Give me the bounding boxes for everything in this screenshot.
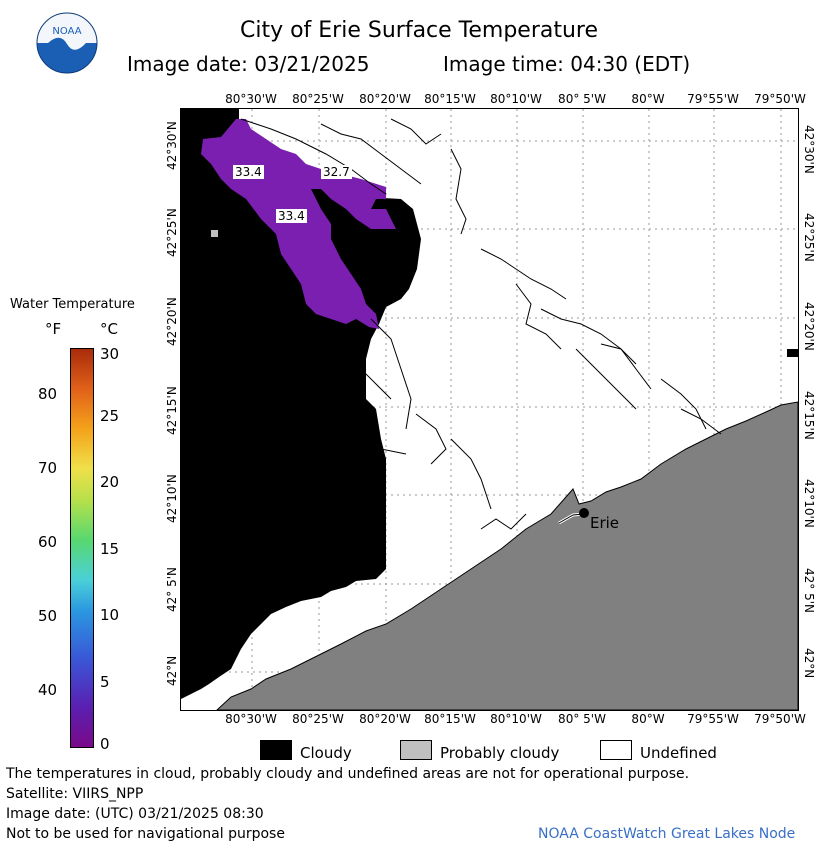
cloud-speck <box>787 349 798 357</box>
f-label: 80 <box>38 385 58 403</box>
lat-tick-left: 42°20'N <box>165 297 179 346</box>
lon-tick-top: 79°50'W <box>754 92 806 106</box>
lat-tick-right: 42°30'N <box>802 125 816 174</box>
lon-tick-top: 80°15'W <box>424 92 476 106</box>
cloud-area <box>181 109 421 699</box>
logo-text: NOAA <box>52 26 81 37</box>
probably-cloudy-label: Probably cloudy <box>440 744 560 762</box>
footer-disclaimer: Not to be used for navigational purpose <box>6 826 285 842</box>
lon-tick-top: 79°55'W <box>687 92 739 106</box>
lat-tick-right: 42°20'N <box>802 302 816 351</box>
lon-tick-bottom: 79°50'W <box>754 712 806 726</box>
lon-tick-bottom: 80°20'W <box>359 712 411 726</box>
f-label: 50 <box>38 607 58 625</box>
lat-tick-right: 42° 5'N <box>802 568 816 613</box>
lon-tick-top: 80°10'W <box>490 92 542 106</box>
probably-cloudy-swatch <box>400 740 432 760</box>
lon-tick-bottom: 80°15'W <box>424 712 476 726</box>
unit-f: °F <box>45 320 62 338</box>
c-label: 0 <box>100 735 110 753</box>
footer-image-date: Image date: (UTC) 03/21/2025 08:30 <box>6 806 264 822</box>
color-bar <box>70 348 94 748</box>
probably-cloudy-speck <box>211 230 218 237</box>
c-label: 10 <box>100 606 120 624</box>
lon-tick-bottom: 80°10'W <box>490 712 542 726</box>
f-label: 70 <box>38 459 58 477</box>
c-label: 25 <box>100 407 120 425</box>
lat-tick-right: 42°N <box>802 648 816 679</box>
lat-tick-left: 42°25'N <box>165 208 179 257</box>
legend-title: Water Temperature <box>10 297 135 312</box>
undefined-swatch <box>600 740 632 760</box>
lon-tick-bottom: 80°25'W <box>292 712 344 726</box>
cloudy-swatch <box>260 740 292 760</box>
lat-tick-right: 42°25'N <box>802 213 816 262</box>
contour-lines <box>240 118 722 530</box>
c-label: 20 <box>100 473 120 491</box>
image-time: Image time: 04:30 (EDT) <box>443 52 691 76</box>
lat-tick-left: 42°N <box>165 655 179 686</box>
lon-tick-bottom: 80°W <box>631 712 665 726</box>
lon-tick-bottom: 80° 5'W <box>558 712 606 726</box>
cloudy-label: Cloudy <box>300 744 352 762</box>
lat-tick-left: 42°30'N <box>165 121 179 170</box>
noaa-logo: NOAA <box>36 12 98 74</box>
lon-tick-top: 80°W <box>631 92 665 106</box>
lon-tick-bottom: 79°55'W <box>687 712 739 726</box>
city-label: Erie <box>590 514 620 532</box>
page-title: City of Erie Surface Temperature <box>239 18 599 43</box>
land-area <box>216 401 798 710</box>
temp-label: 33.4 <box>276 209 307 223</box>
temp-label: 33.4 <box>233 165 264 179</box>
image-date: Image date: 03/21/2025 <box>127 52 370 76</box>
lat-tick-right: 42°15'N <box>802 391 816 440</box>
map-area: 33.4 32.7 33.4 Erie <box>180 108 799 711</box>
footer-credit: NOAA CoastWatch Great Lakes Node <box>538 826 796 842</box>
lon-tick-top: 80°20'W <box>359 92 411 106</box>
footer-satellite: Satellite: VIIRS_NPP <box>6 786 144 802</box>
c-label: 5 <box>100 673 110 691</box>
f-label: 40 <box>38 681 58 699</box>
lat-tick-left: 42°15'N <box>165 386 179 435</box>
lon-tick-top: 80°30'W <box>225 92 277 106</box>
lon-tick-top: 80°25'W <box>292 92 344 106</box>
c-label: 15 <box>100 540 120 558</box>
erie-city-marker <box>579 508 589 518</box>
footer-note: The temperatures in cloud, probably clou… <box>6 766 690 782</box>
lon-tick-top: 80° 5'W <box>558 92 606 106</box>
unit-c: °C <box>100 320 118 338</box>
lon-tick-bottom: 80°30'W <box>225 712 277 726</box>
undefined-label: Undefined <box>640 744 717 762</box>
lat-tick-left: 42°10'N <box>165 474 179 523</box>
lat-tick-right: 42°10'N <box>802 479 816 528</box>
temp-label: 32.7 <box>321 165 352 179</box>
c-label: 30 <box>100 345 120 363</box>
f-label: 60 <box>38 533 58 551</box>
lat-tick-left: 42° 5'N <box>165 567 179 612</box>
